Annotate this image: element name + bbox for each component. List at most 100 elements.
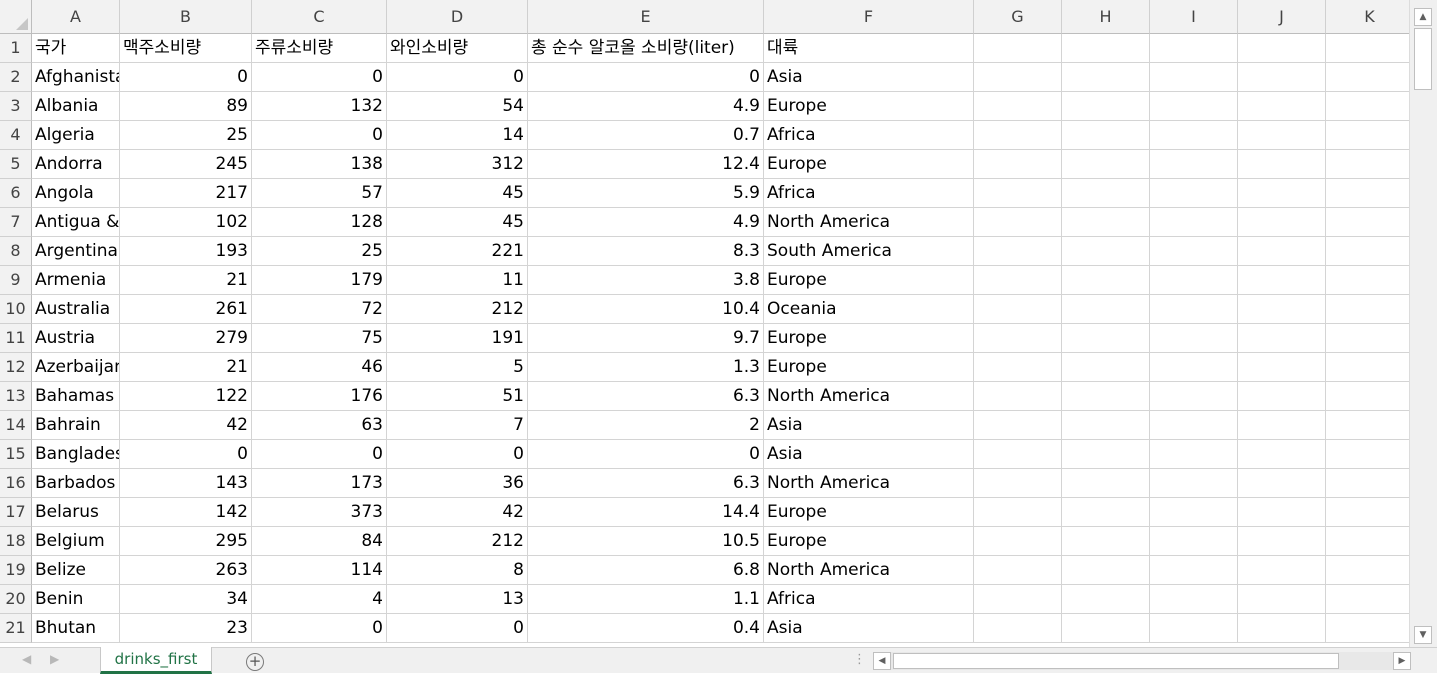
cell-j1[interactable]	[1238, 34, 1326, 63]
cell-c14[interactable]: 63	[252, 411, 387, 440]
cell-f1[interactable]: 대륙	[764, 34, 974, 63]
cell-g18[interactable]	[974, 527, 1062, 556]
cell-e15[interactable]: 0	[528, 440, 764, 469]
cell-f21[interactable]: Asia	[764, 614, 974, 643]
cell-k8[interactable]	[1326, 237, 1409, 266]
cell-b1[interactable]: 맥주소비량	[120, 34, 252, 63]
next-sheet-arrow-icon[interactable]: ▶	[50, 652, 60, 666]
cell-g1[interactable]	[974, 34, 1062, 63]
cell-i21[interactable]	[1150, 614, 1238, 643]
cell-b7[interactable]: 102	[120, 208, 252, 237]
row-header[interactable]: 13	[0, 382, 32, 411]
cell-e16[interactable]: 6.3	[528, 469, 764, 498]
prev-sheet-arrow-icon[interactable]: ◀	[22, 652, 32, 666]
cell-g19[interactable]	[974, 556, 1062, 585]
cell-j12[interactable]	[1238, 353, 1326, 382]
cell-g5[interactable]	[974, 150, 1062, 179]
column-header-g[interactable]: G	[974, 0, 1062, 34]
cell-b18[interactable]: 295	[120, 527, 252, 556]
cell-i9[interactable]	[1150, 266, 1238, 295]
cell-g16[interactable]	[974, 469, 1062, 498]
horizontal-scrollbar[interactable]: ◀ ▶	[873, 652, 1411, 670]
row-header[interactable]: 12	[0, 353, 32, 382]
cell-e17[interactable]: 14.4	[528, 498, 764, 527]
row-header[interactable]: 21	[0, 614, 32, 643]
cell-b13[interactable]: 122	[120, 382, 252, 411]
cell-d1[interactable]: 와인소비량	[387, 34, 528, 63]
cell-g15[interactable]	[974, 440, 1062, 469]
cell-h1[interactable]	[1062, 34, 1150, 63]
cell-a3[interactable]: Albania	[32, 92, 120, 121]
cell-j14[interactable]	[1238, 411, 1326, 440]
cell-b6[interactable]: 217	[120, 179, 252, 208]
cell-a21[interactable]: Bhutan	[32, 614, 120, 643]
cell-e7[interactable]: 4.9	[528, 208, 764, 237]
cell-f10[interactable]: Oceania	[764, 295, 974, 324]
cell-b12[interactable]: 21	[120, 353, 252, 382]
cell-a17[interactable]: Belarus	[32, 498, 120, 527]
cell-g12[interactable]	[974, 353, 1062, 382]
cell-b20[interactable]: 34	[120, 585, 252, 614]
cell-h17[interactable]	[1062, 498, 1150, 527]
vertical-scrollbar[interactable]: ▲ ▼	[1409, 0, 1437, 647]
cell-k3[interactable]	[1326, 92, 1409, 121]
cell-a6[interactable]: Angola	[32, 179, 120, 208]
scroll-up-button[interactable]: ▲	[1414, 8, 1432, 26]
cell-c11[interactable]: 75	[252, 324, 387, 353]
cell-d20[interactable]: 13	[387, 585, 528, 614]
row-header[interactable]: 6	[0, 179, 32, 208]
cell-i20[interactable]	[1150, 585, 1238, 614]
cell-f16[interactable]: North America	[764, 469, 974, 498]
cell-k21[interactable]	[1326, 614, 1409, 643]
cell-c1[interactable]: 주류소비량	[252, 34, 387, 63]
cell-k11[interactable]	[1326, 324, 1409, 353]
cell-f19[interactable]: North America	[764, 556, 974, 585]
select-all-corner[interactable]	[0, 0, 32, 34]
cell-g21[interactable]	[974, 614, 1062, 643]
cell-b3[interactable]: 89	[120, 92, 252, 121]
cell-h15[interactable]	[1062, 440, 1150, 469]
cell-a4[interactable]: Algeria	[32, 121, 120, 150]
cell-d5[interactable]: 312	[387, 150, 528, 179]
cell-k18[interactable]	[1326, 527, 1409, 556]
cell-g8[interactable]	[974, 237, 1062, 266]
row-header[interactable]: 10	[0, 295, 32, 324]
cell-g6[interactable]	[974, 179, 1062, 208]
cell-h20[interactable]	[1062, 585, 1150, 614]
cell-k17[interactable]	[1326, 498, 1409, 527]
cell-k9[interactable]	[1326, 266, 1409, 295]
row-header[interactable]: 4	[0, 121, 32, 150]
cell-h12[interactable]	[1062, 353, 1150, 382]
cell-d8[interactable]: 221	[387, 237, 528, 266]
cell-i15[interactable]	[1150, 440, 1238, 469]
cell-c5[interactable]: 138	[252, 150, 387, 179]
cell-c8[interactable]: 25	[252, 237, 387, 266]
cell-k7[interactable]	[1326, 208, 1409, 237]
cell-f9[interactable]: Europe	[764, 266, 974, 295]
cell-c19[interactable]: 114	[252, 556, 387, 585]
column-header-b[interactable]: B	[120, 0, 252, 34]
cell-d9[interactable]: 11	[387, 266, 528, 295]
row-header[interactable]: 2	[0, 63, 32, 92]
cell-b5[interactable]: 245	[120, 150, 252, 179]
cell-j19[interactable]	[1238, 556, 1326, 585]
cell-e10[interactable]: 10.4	[528, 295, 764, 324]
cell-d11[interactable]: 191	[387, 324, 528, 353]
cell-h18[interactable]	[1062, 527, 1150, 556]
cell-a11[interactable]: Austria	[32, 324, 120, 353]
horizontal-scroll-thumb[interactable]	[893, 653, 1339, 669]
cell-i12[interactable]	[1150, 353, 1238, 382]
cell-j10[interactable]	[1238, 295, 1326, 324]
cell-j4[interactable]	[1238, 121, 1326, 150]
cell-b11[interactable]: 279	[120, 324, 252, 353]
cell-f17[interactable]: Europe	[764, 498, 974, 527]
cell-h7[interactable]	[1062, 208, 1150, 237]
cell-e6[interactable]: 5.9	[528, 179, 764, 208]
column-header-h[interactable]: H	[1062, 0, 1150, 34]
cell-e3[interactable]: 4.9	[528, 92, 764, 121]
cell-h19[interactable]	[1062, 556, 1150, 585]
cell-f8[interactable]: South America	[764, 237, 974, 266]
cell-j9[interactable]	[1238, 266, 1326, 295]
cell-a2[interactable]: Afghanistan	[32, 63, 120, 92]
cell-j15[interactable]	[1238, 440, 1326, 469]
